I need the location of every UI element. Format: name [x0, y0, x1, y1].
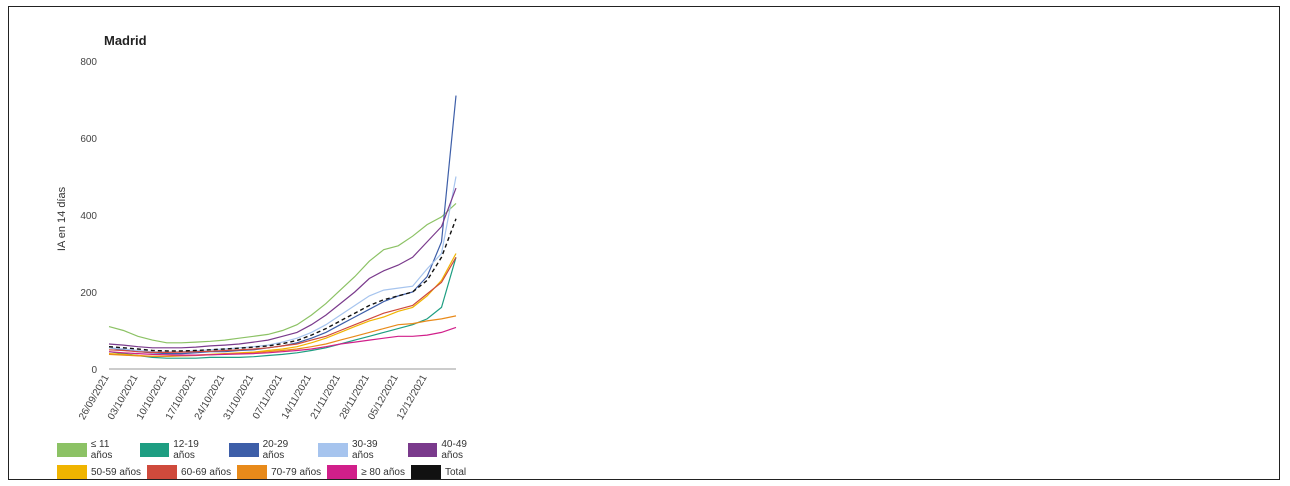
legend-item-60-69: 60-69 años: [147, 465, 231, 479]
series-layer: [108, 95, 457, 359]
y-tick-label: 200: [80, 288, 97, 299]
legend-label-ge80: ≥ 80 años: [361, 466, 405, 478]
legend-swatch-60-69: [147, 465, 178, 479]
legend-item-12-19: 12-19 años: [139, 439, 223, 461]
legend-swatch-40-49: [407, 443, 438, 457]
legend-label-70-79: 70-79 años: [271, 466, 322, 478]
legend-item-ge80: ≥ 80 años: [327, 465, 405, 479]
legend-row-2: 50-59 años 60-69 años 70-79 años ≥ 80 añ…: [57, 461, 497, 483]
legend-swatch-le11: [57, 443, 87, 457]
legend-swatch-total: [411, 465, 441, 479]
legend-label-total: Total: [445, 466, 467, 478]
legend-item-le11: ≤ 11 años: [57, 439, 134, 461]
y-tick-label: 600: [80, 134, 97, 145]
legend-swatch-30-39: [318, 443, 348, 457]
y-tick-label: 400: [80, 211, 97, 222]
legend-item-50-59: 50-59 años: [57, 465, 141, 479]
series-line-2: [108, 95, 457, 355]
legend-label-12-19: 12-19 años: [173, 439, 199, 461]
legend-item-70-79: 70-79 años: [237, 465, 321, 479]
legend-swatch-12-19: [139, 443, 170, 457]
legend-row-1: ≤ 11 años 12-19 años 20-29 años 30-39 añ…: [57, 439, 497, 461]
series-line-6: [108, 256, 457, 353]
y-tick-label: 800: [80, 57, 97, 68]
legend-item-40-49: 40-49 años: [407, 439, 491, 461]
series-line-4: [108, 187, 457, 349]
legend-swatch-20-29: [228, 443, 259, 457]
line-chart: Madrid IA en 14 días 0 200 400 600 800 26/09…: [56, 33, 457, 422]
x-tick-label: 12/12/2021: [395, 373, 430, 422]
series-line-7: [108, 315, 457, 357]
legend-label-20-29: 20-29 años: [262, 439, 289, 461]
legend-label-30-39: 30-39 años: [352, 439, 378, 461]
legend-item-20-29: 20-29 años: [228, 439, 312, 461]
series-line-5: [108, 253, 457, 357]
series-line-3: [108, 176, 457, 353]
series-line-0: [108, 202, 457, 344]
legend-swatch-50-59: [57, 465, 87, 479]
legend-swatch-ge80: [327, 465, 358, 479]
legend-label-60-69: 60-69 años: [181, 466, 232, 478]
legend-label-40-49: 40-49 años: [441, 439, 467, 461]
legend-swatch-70-79: [237, 465, 268, 479]
y-axis-label: IA en 14 días: [56, 186, 68, 251]
chart-frame: Madrid IA en 14 días 0 200 400 600 800 26/09…: [8, 6, 1280, 480]
series-line-8: [108, 326, 457, 356]
x-axis-ticks: 26/09/202103/10/202110/10/202117/10/2021…: [77, 373, 430, 422]
series-line-9: [108, 218, 457, 352]
legend-label-50-59: 50-59 años: [91, 466, 142, 478]
y-axis-ticks: 0 200 400 600 800: [80, 57, 97, 376]
chart-legend: ≤ 11 años 12-19 años 20-29 años 30-39 añ…: [57, 439, 497, 483]
chart-title: Madrid: [104, 33, 147, 48]
series-line-1: [108, 257, 457, 359]
y-tick-label: 0: [91, 365, 97, 376]
legend-label-le11: ≤ 11 años: [90, 439, 113, 461]
legend-item-total: Total: [411, 465, 466, 479]
legend-item-30-39: 30-39 años: [318, 439, 401, 461]
